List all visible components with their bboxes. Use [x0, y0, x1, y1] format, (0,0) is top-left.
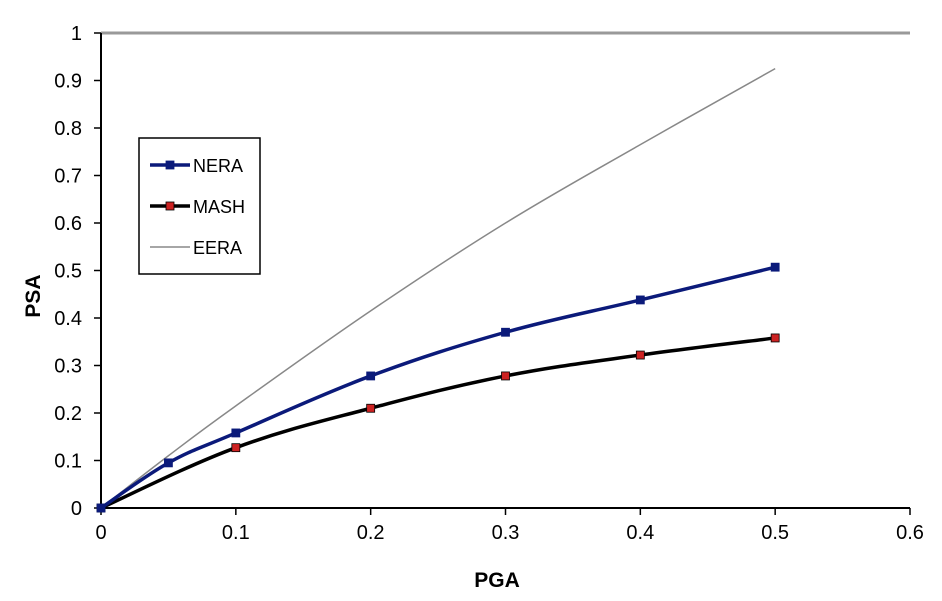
- y-tick-label: 0.4: [54, 308, 82, 330]
- data-point-nera: [366, 371, 376, 381]
- data-point-nera: [231, 428, 241, 438]
- x-tick-label: 0.6: [896, 522, 924, 544]
- x-tick-label: 0.2: [357, 522, 385, 544]
- x-tick-label: 0.1: [222, 522, 250, 544]
- legend: NERA MASH EERA: [138, 137, 261, 275]
- x-tick-label: 0.5: [761, 522, 789, 544]
- x-axis-title: PGA: [474, 569, 520, 592]
- data-point-nera: [501, 327, 510, 337]
- y-tick-label: 0.1: [54, 451, 82, 473]
- data-point-mash: [231, 443, 241, 453]
- data-point-nera: [770, 262, 780, 272]
- x-tick-label: 0: [95, 522, 106, 544]
- y-tick-label: 0.3: [54, 356, 82, 378]
- series-line-nera: [100, 265, 776, 510]
- data-point-nera: [164, 458, 173, 468]
- series-line-mash: [100, 336, 776, 510]
- series-line-eera: [100, 67, 776, 509]
- series-layer: [96, 67, 780, 513]
- y-axis-ticks: 0 0.1 0.2 0.3 0.4 0.5 0.6 0.7 0.8 0.9 1: [54, 23, 101, 520]
- series-eera: [100, 67, 776, 509]
- data-point-mash: [501, 371, 510, 381]
- x-axis-ticks: 0 0.1 0.2 0.3 0.4 0.5 0.6: [95, 508, 924, 544]
- legend-label-eera: EERA: [193, 238, 242, 258]
- data-point-mash: [635, 350, 645, 360]
- series-mash: [96, 333, 780, 513]
- series-nera: [96, 262, 780, 513]
- data-point-mash: [366, 403, 376, 413]
- x-tick-label: 0.4: [626, 522, 654, 544]
- y-tick-label: 0.7: [54, 166, 82, 188]
- legend-marker-nera: [165, 160, 175, 170]
- data-point-mash: [770, 333, 780, 343]
- y-tick-label: 0.5: [54, 261, 82, 283]
- legend-label-mash: MASH: [193, 197, 245, 217]
- y-tick-label: 0.8: [54, 118, 82, 140]
- y-axis-title: PSA: [22, 274, 45, 317]
- y-tick-label: 1: [71, 23, 82, 45]
- legend-marker-mash: [165, 201, 175, 211]
- data-point-nera: [96, 503, 106, 513]
- y-tick-label: 0.2: [54, 403, 82, 425]
- y-tick-label: 0.9: [54, 71, 82, 93]
- x-tick-label: 0.3: [492, 522, 520, 544]
- y-tick-label: 0: [71, 498, 82, 520]
- legend-label-nera: NERA: [193, 156, 243, 176]
- y-tick-label: 0.6: [54, 213, 82, 235]
- data-point-nera: [635, 295, 645, 305]
